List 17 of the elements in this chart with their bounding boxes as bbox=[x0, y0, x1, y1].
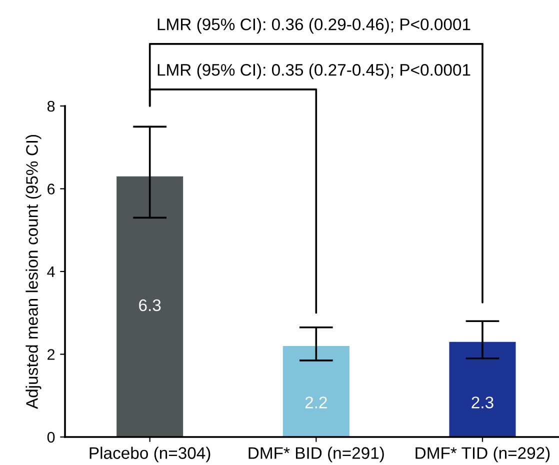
x-tick-label: DMF* TID (n=292) bbox=[416, 446, 550, 462]
y-axis-title: Adjusted mean lesion count (95% CI) bbox=[26, 134, 42, 410]
y-tick-label: 8 bbox=[47, 100, 55, 112]
bar bbox=[116, 176, 184, 437]
bar bbox=[282, 346, 350, 437]
y-tick-label: 2 bbox=[48, 349, 55, 360]
x-tick-label: DMF* BID (n=291) bbox=[248, 446, 384, 462]
text: LMR (95% CI): 0.36 (0.29-0.46); P<0.0001 bbox=[158, 18, 470, 34]
y-tick-label: 4 bbox=[47, 266, 55, 278]
data-label: 2.2 bbox=[305, 396, 327, 408]
bar bbox=[449, 342, 516, 437]
y-tick-label: 6 bbox=[48, 184, 55, 194]
data-label: 2.3 bbox=[472, 396, 494, 408]
text: LMR (95% CI): 0.35 (0.27-0.45); P<0.0001 bbox=[158, 64, 470, 80]
x-tick-label: Placebo (n=304) bbox=[90, 446, 210, 462]
data-label: 6.3 bbox=[139, 299, 161, 312]
y-tick-label: 0 bbox=[47, 432, 55, 443]
